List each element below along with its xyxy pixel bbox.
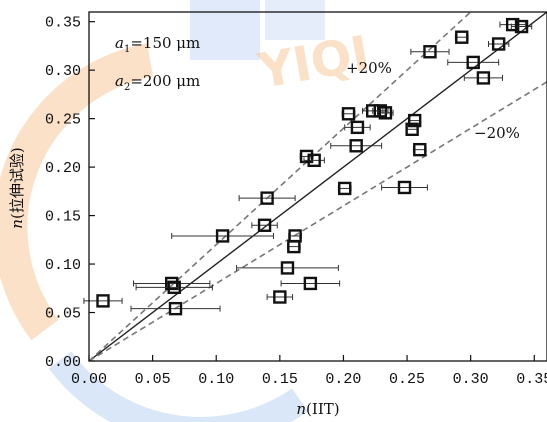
point-marker [303,276,318,291]
plot-frame [88,11,547,362]
reference-lines [88,11,547,362]
data-point [266,290,294,304]
data-point [487,37,510,51]
data-point [236,261,339,275]
plus-20-percent-line [88,11,472,362]
data-point [341,107,356,121]
x-tick-label: 0.30 [453,371,489,388]
point-marker [349,139,363,153]
point-marker [476,71,491,85]
point-marker [423,45,437,59]
point-marker [378,106,393,120]
point-marker [397,180,412,195]
point-marker [307,153,321,168]
identity-line [88,11,547,362]
y-tick-label: 0.30 [45,63,81,80]
point-marker [288,229,302,243]
data-point [407,113,422,128]
point-marker [413,142,427,157]
data-point [454,30,469,44]
point-marker [455,30,469,44]
point-marker [341,107,356,121]
point-marker [273,290,287,304]
data-point [410,45,450,59]
data-point [130,301,221,316]
data-point [412,142,427,157]
y-tick-label: 0.35 [45,15,81,32]
annotation-minus-20: −20% [474,124,520,142]
data-point [377,106,394,120]
point-marker [280,261,295,275]
x-tick-label: 0.10 [198,371,234,388]
point-marker [466,55,480,70]
point-marker [514,19,529,34]
y-tick-label: 0.00 [45,354,81,371]
point-marker [299,149,314,164]
data-point [83,294,123,308]
point-marker [215,229,230,243]
point-marker [257,218,272,232]
annotation-plus-20: +20% [346,59,392,77]
point-marker [167,280,181,295]
data-point [238,191,296,205]
data-point [133,276,211,291]
data-point [286,239,301,254]
point-marker [260,191,274,205]
point-marker [407,113,422,128]
legend: a1=150 μm a2=200 μm [115,34,200,93]
x-tick-label: 0.35 [516,371,547,388]
data-points [83,17,533,316]
legend-entry-a2: a2=200 μm [115,72,200,93]
data-point [405,122,419,137]
legend-entry-a1: a1=150 μm [115,34,200,55]
point-marker [338,181,352,196]
x-tick-label: 0.25 [389,371,425,388]
point-marker [164,276,179,291]
data-point [135,280,213,295]
data-point [447,55,500,70]
point-marker [168,301,183,316]
point-marker [350,120,365,135]
data-point [381,180,428,195]
y-axis-ticks: 0.00 0.05 0.10 0.15 0.20 0.25 0.30 0.35 [45,15,95,371]
data-point [280,276,341,291]
point-marker [96,294,110,308]
data-point [510,19,533,34]
x-axis-title: n(IIT) [296,400,339,418]
x-tick-label: 0.15 [262,371,298,388]
y-axis-title: n(拉伸试验) [8,147,26,228]
y-tick-label: 0.20 [45,160,81,177]
data-point [499,17,526,32]
y-tick-label: 0.15 [45,209,81,226]
data-point [344,120,371,135]
x-tick-label: 0.00 [71,371,107,388]
data-point [463,71,503,85]
y-tick-label: 0.10 [45,257,81,274]
data-point [337,181,352,196]
x-tick-label: 0.05 [135,371,171,388]
x-axis-ticks: 0.00 0.05 0.10 0.15 0.20 0.25 0.30 0.35 [71,355,547,388]
data-point [251,218,278,232]
y-tick-label: 0.05 [45,306,81,323]
data-point [171,229,274,243]
data-point [330,139,383,153]
data-point [303,153,325,168]
point-marker [405,122,419,137]
x-tick-label: 0.20 [325,371,361,388]
y-tick-label: 0.25 [45,112,81,129]
point-marker [505,17,520,32]
data-point [288,229,302,243]
point-marker [491,37,506,51]
